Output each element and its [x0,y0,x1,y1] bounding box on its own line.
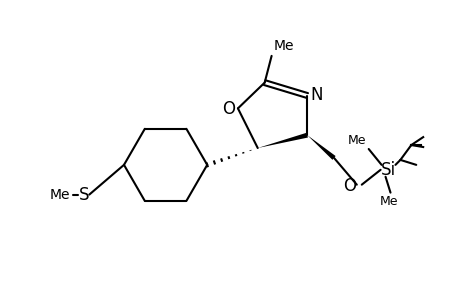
Text: Me: Me [273,39,293,53]
Text: Me: Me [347,134,366,147]
Text: S: S [78,186,89,204]
Polygon shape [257,133,307,148]
Text: Me: Me [50,188,70,202]
Text: N: N [309,85,322,103]
Polygon shape [307,135,335,160]
Text: O: O [222,100,235,118]
Text: Me: Me [378,195,397,208]
Text: Si: Si [380,161,395,179]
Text: O: O [342,177,355,195]
